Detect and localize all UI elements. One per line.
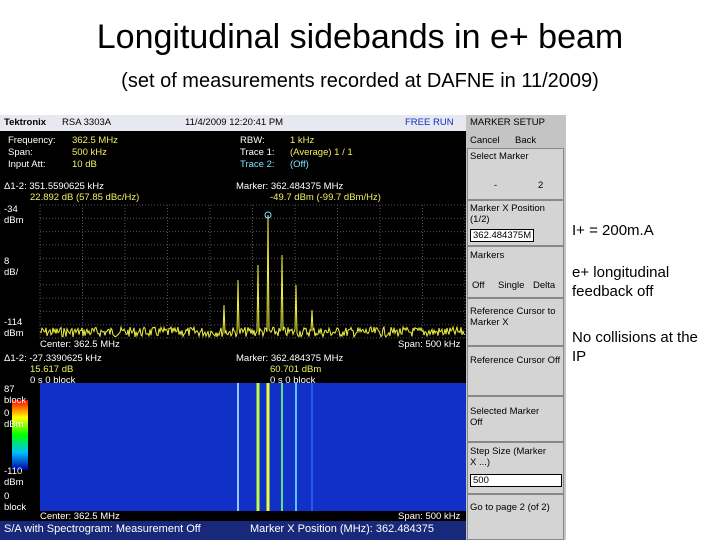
center: Center: 362.5 MHz bbox=[40, 339, 120, 350]
marker-option: 2 bbox=[538, 180, 544, 191]
y-label: dBm bbox=[4, 215, 24, 226]
setting: RBW: bbox=[240, 135, 265, 146]
spectrum-trace bbox=[39, 214, 466, 339]
delta-time: 0 s 0 block bbox=[30, 375, 76, 386]
color-bar bbox=[12, 400, 28, 470]
menu-input: 500 bbox=[470, 474, 562, 487]
y-label: -114 bbox=[4, 317, 23, 328]
y-label: dB/ bbox=[4, 267, 19, 278]
datetime: 11/4/2009 12:20:41 PM bbox=[185, 117, 284, 128]
delta: Δ1-2: 351.5590625 kHz bbox=[4, 181, 104, 192]
y-label: dBm bbox=[4, 328, 24, 339]
span: Span: 500 kHz bbox=[398, 339, 461, 350]
menu-item: Cancel bbox=[470, 135, 500, 146]
spectrogram-line bbox=[256, 383, 260, 511]
menu-item: (1/2) bbox=[470, 214, 490, 225]
menu-item: Reference Cursor to Marker X bbox=[470, 306, 556, 328]
menu-item: Back bbox=[515, 135, 537, 146]
menu-item: Markers bbox=[470, 250, 505, 261]
reference-to-marker-button[interactable] bbox=[467, 298, 564, 346]
menu-item: Marker X Position bbox=[470, 203, 545, 214]
y-label: dBm bbox=[4, 419, 24, 430]
select-marker-button[interactable] bbox=[467, 148, 564, 200]
marker-level: 60.701 dBm bbox=[270, 364, 322, 375]
selected-marker-off-button[interactable] bbox=[467, 396, 564, 442]
span: Span: 500 kHz bbox=[398, 511, 461, 522]
menu-item: Reference Cursor Off bbox=[470, 355, 561, 366]
y-label: -34 bbox=[4, 204, 18, 215]
reference-off-button[interactable] bbox=[467, 346, 564, 396]
delta: Δ1-2: -27.3390625 kHz bbox=[4, 353, 102, 364]
grid bbox=[39, 204, 466, 339]
marker-option: - bbox=[494, 180, 498, 191]
y-label: dBm bbox=[4, 477, 24, 488]
note: I+ = 200m.A bbox=[572, 222, 654, 239]
marker-symbol bbox=[264, 211, 272, 219]
setting: 1 kHz bbox=[290, 135, 315, 146]
y-label: block bbox=[4, 502, 27, 513]
setting: (Off) bbox=[290, 159, 309, 170]
spectrogram-lines bbox=[237, 383, 313, 511]
setting: (Average) 1 / 1 bbox=[290, 147, 353, 158]
y-label: block bbox=[4, 395, 27, 406]
setting: Input Att: bbox=[8, 159, 46, 170]
marker-mode: Single bbox=[498, 280, 525, 291]
spectrogram-line bbox=[311, 383, 313, 511]
setting: Trace 2: bbox=[240, 159, 275, 170]
y-label: 8 bbox=[4, 256, 10, 267]
model: RSA 3303A bbox=[62, 117, 112, 128]
menu-item: Go to page 2 (of 2) bbox=[470, 502, 550, 513]
center: Center: 362.5 MHz bbox=[40, 511, 120, 522]
y-label: 0 bbox=[4, 491, 10, 502]
marker-level: -49.7 dBm (-99.7 dBm/Hz) bbox=[270, 192, 381, 203]
marker: Marker: 362.484375 MHz bbox=[236, 181, 344, 192]
menu-title: MARKER SETUP bbox=[470, 117, 545, 128]
marker: Marker: 362.484375 MHz bbox=[236, 353, 344, 364]
menu-item: Selected Marker Off bbox=[470, 406, 540, 428]
status-mode: S/A with Spectrogram: Measurement Off bbox=[4, 523, 201, 535]
y-label: 87 bbox=[4, 384, 15, 395]
setting: 10 dB bbox=[72, 159, 97, 170]
status-bar bbox=[0, 521, 466, 540]
y-label: 0 bbox=[4, 408, 10, 419]
setting: 362.5 MHz bbox=[72, 135, 118, 146]
spectrogram-line bbox=[237, 383, 239, 511]
spectrogram-line bbox=[295, 383, 297, 511]
header-bar bbox=[0, 115, 466, 131]
note: e+ longitudinal feedback off bbox=[572, 264, 670, 300]
slide-title: Longitudinal sidebands in e+ beam bbox=[96, 18, 624, 56]
y-label: -110 bbox=[4, 466, 23, 477]
markers-button[interactable] bbox=[467, 246, 564, 298]
marker-mode: Delta bbox=[533, 280, 556, 291]
slide-subtitle: (set of measurements recorded at DAFNE i… bbox=[121, 70, 599, 92]
setting: Frequency: bbox=[8, 135, 56, 146]
menu-input: 362.484375M bbox=[470, 229, 535, 242]
page2-button[interactable] bbox=[467, 494, 564, 540]
spectrogram-line bbox=[266, 383, 270, 511]
note: No collisions at the IP bbox=[572, 329, 698, 365]
spectrogram bbox=[40, 383, 466, 511]
mode: FREE RUN bbox=[405, 117, 454, 128]
status-marker: Marker X Position (MHz): 362.484375 bbox=[250, 523, 435, 535]
delta-level: 15.617 dB bbox=[30, 364, 74, 375]
spectrogram-line bbox=[281, 383, 283, 511]
setting: 500 kHz bbox=[72, 147, 107, 158]
delta-level: 22.892 dB (57.85 dBc/Hz) bbox=[30, 192, 140, 203]
marker-time: 0 s 0 block bbox=[270, 375, 316, 386]
marker-mode: Off bbox=[472, 280, 485, 291]
setting: Span: bbox=[8, 147, 33, 158]
menu-item: Select Marker bbox=[470, 151, 529, 162]
brand: Tektronix bbox=[4, 117, 47, 128]
menu-item: Step Size (Marker X ...) bbox=[470, 446, 547, 468]
setting: Trace 1: bbox=[240, 147, 275, 158]
